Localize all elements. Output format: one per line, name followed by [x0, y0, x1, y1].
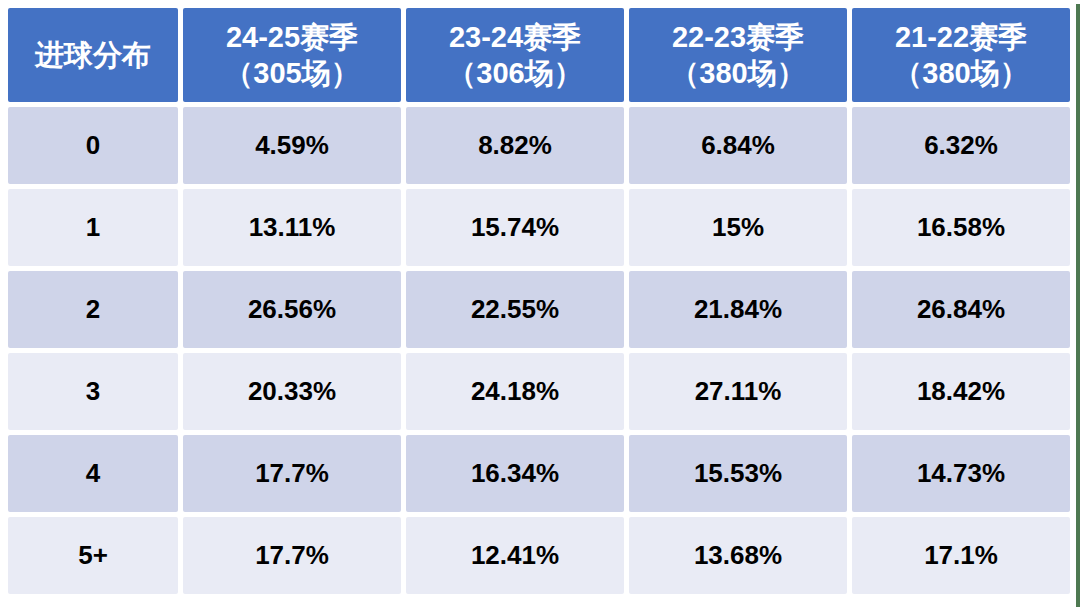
value-cell: 18.42% [852, 353, 1070, 430]
row-label-cell: 0 [8, 107, 178, 184]
table-row: 5+ 17.7% 12.41% 13.68% 17.1% [8, 517, 1070, 594]
value-cell: 17.7% [183, 435, 401, 512]
goal-distribution-table: 进球分布 24-25赛季 （305场） 23-24赛季 （306场） 22-23… [3, 3, 1075, 599]
value-cell: 15% [629, 189, 847, 266]
corner-header-goal-distribution: 进球分布 [8, 8, 178, 102]
row-label-cell: 3 [8, 353, 178, 430]
value-cell: 27.11% [629, 353, 847, 430]
value-cell: 17.7% [183, 517, 401, 594]
row-label-cell: 5+ [8, 517, 178, 594]
value-cell: 21.84% [629, 271, 847, 348]
value-cell: 26.84% [852, 271, 1070, 348]
value-cell: 8.82% [406, 107, 624, 184]
value-cell: 20.33% [183, 353, 401, 430]
value-cell: 12.41% [406, 517, 624, 594]
value-cell: 22.55% [406, 271, 624, 348]
value-cell: 6.84% [629, 107, 847, 184]
value-cell: 4.59% [183, 107, 401, 184]
right-edge-artifact-strip [1076, 4, 1080, 607]
table-row: 1 13.11% 15.74% 15% 16.58% [8, 189, 1070, 266]
value-cell: 14.73% [852, 435, 1070, 512]
table-screenshot-canvas: 进球分布 24-25赛季 （305场） 23-24赛季 （306场） 22-23… [0, 0, 1080, 607]
value-cell: 16.58% [852, 189, 1070, 266]
table-row: 3 20.33% 24.18% 27.11% 18.42% [8, 353, 1070, 430]
value-cell: 24.18% [406, 353, 624, 430]
table-row: 2 26.56% 22.55% 21.84% 26.84% [8, 271, 1070, 348]
value-cell: 17.1% [852, 517, 1070, 594]
table-row: 4 17.7% 16.34% 15.53% 14.73% [8, 435, 1070, 512]
table-row: 0 4.59% 8.82% 6.84% 6.32% [8, 107, 1070, 184]
value-cell: 13.11% [183, 189, 401, 266]
table-header-row: 进球分布 24-25赛季 （305场） 23-24赛季 （306场） 22-23… [8, 8, 1070, 102]
season-header-23-24: 23-24赛季 （306场） [406, 8, 624, 102]
row-label-cell: 1 [8, 189, 178, 266]
value-cell: 16.34% [406, 435, 624, 512]
value-cell: 15.74% [406, 189, 624, 266]
row-label-cell: 2 [8, 271, 178, 348]
value-cell: 15.53% [629, 435, 847, 512]
value-cell: 6.32% [852, 107, 1070, 184]
value-cell: 26.56% [183, 271, 401, 348]
season-header-21-22: 21-22赛季 （380场） [852, 8, 1070, 102]
row-label-cell: 4 [8, 435, 178, 512]
season-header-22-23: 22-23赛季 （380场） [629, 8, 847, 102]
value-cell: 13.68% [629, 517, 847, 594]
season-header-24-25: 24-25赛季 （305场） [183, 8, 401, 102]
